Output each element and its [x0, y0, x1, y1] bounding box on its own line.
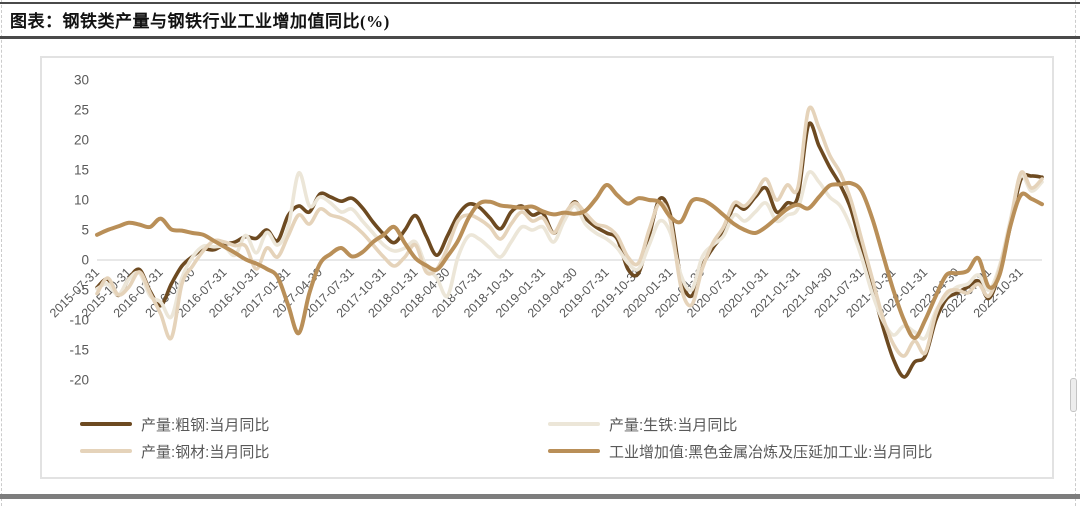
legend-swatch-crude-steel [80, 422, 132, 426]
page-title: 图表：钢铁类产量与钢铁行业工业增加值同比(%) [10, 12, 390, 31]
y-tick-label: 20 [74, 133, 89, 148]
y-tick-label: -10 [69, 313, 89, 328]
bottom-rule [0, 494, 1080, 499]
legend-swatch-steel-products [80, 449, 132, 453]
scrollbar-thumb[interactable] [1070, 378, 1077, 412]
y-tick-label: 0 [81, 253, 89, 268]
y-tick-label: 25 [74, 103, 89, 118]
y-tick-label: -20 [69, 373, 89, 388]
y-tick-label: 10 [74, 193, 89, 208]
legend-item-pig-iron: 产量:生铁:当月同比 [548, 412, 932, 436]
y-tick-label: 5 [81, 223, 89, 238]
legend-item-industrial-added-value: 工业增加值:黑色金属冶炼及压延加工业:当月同比 [548, 439, 932, 463]
page-edge-left [1, 0, 2, 506]
title-divider [0, 36, 1080, 39]
y-tick-label: -15 [69, 343, 89, 358]
y-tick-label: 15 [74, 163, 89, 178]
legend-swatch-industrial-added-value [548, 449, 600, 453]
y-tick-label: 30 [74, 73, 89, 88]
legend-label-pig-iron: 产量:生铁:当月同比 [609, 416, 738, 434]
legend-label-industrial-added-value: 工业增加值:黑色金属冶炼及压延加工业:当月同比 [609, 443, 933, 461]
series-line-2 [95, 105, 1044, 358]
legend-item-crude-steel: 产量:粗钢:当月同比 [80, 412, 548, 436]
series-line-3 [95, 180, 1044, 340]
chart-card: 30 25 20 15 10 5 0 -5 -10 -15 -20 2015-07-31 2015-10… [40, 56, 1054, 479]
legend-swatch-pig-iron [548, 422, 600, 426]
chart-legend: 产量:粗钢:当月同比 产量:生铁:当月同比 产量:钢材:当月同比 工业增加值:黑… [80, 412, 932, 463]
legend-item-steel-products: 产量:钢材:当月同比 [80, 439, 548, 463]
line-chart: 302520151050-5-10-15-202015-07-312015-10… [47, 73, 1044, 388]
y-tick-label: -5 [77, 283, 89, 298]
legend-label-crude-steel: 产量:粗钢:当月同比 [141, 416, 270, 434]
top-rule [0, 2, 1080, 4]
y-axis-labels: 30 25 20 15 10 5 0 -5 -10 -15 -20 [69, 73, 89, 388]
page-edge-right [1075, 0, 1076, 506]
legend-label-steel-products: 产量:钢材:当月同比 [141, 443, 270, 461]
